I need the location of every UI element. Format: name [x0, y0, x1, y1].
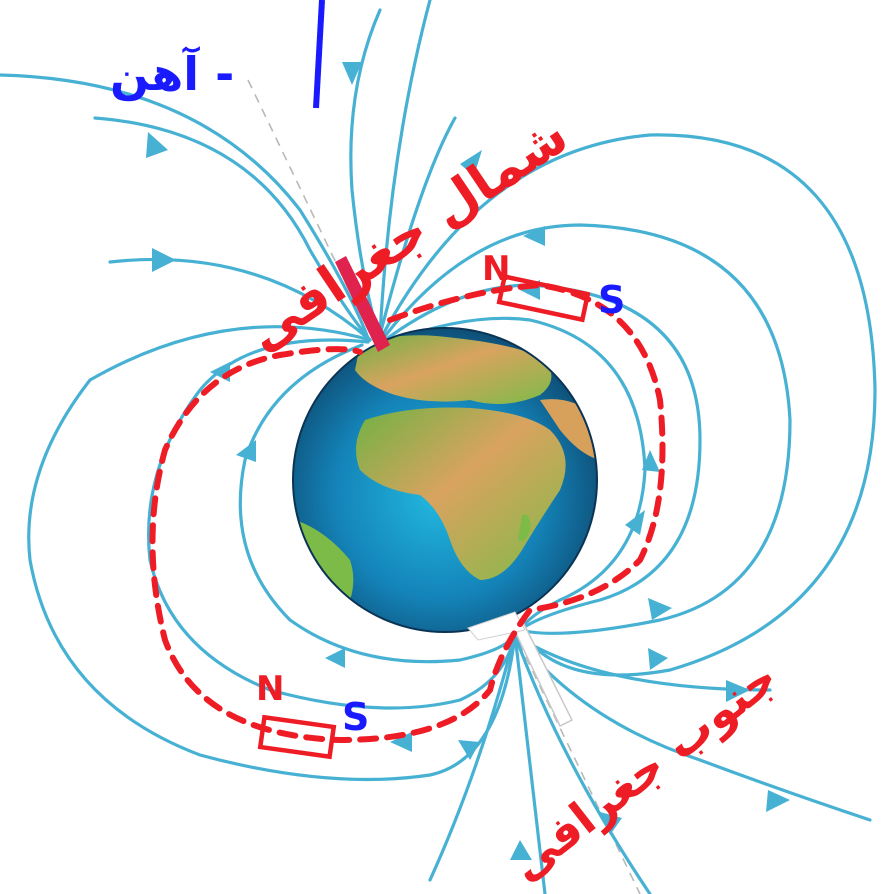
bottom-magnet-n-label: N	[256, 669, 284, 709]
arrowhead	[390, 732, 412, 752]
arrowhead	[648, 648, 668, 670]
red-dashed-field-loop	[149, 281, 666, 744]
field-line	[93, 116, 372, 342]
arrowhead	[236, 440, 256, 462]
field-line	[27, 325, 517, 782]
arrowhead	[146, 132, 168, 158]
arrowhead	[766, 790, 790, 812]
field-line	[238, 343, 517, 664]
arrowhead	[152, 248, 176, 272]
arrowhead	[458, 740, 480, 760]
south-pole-cap	[467, 611, 526, 641]
north-pole-needle	[335, 256, 390, 352]
arrowhead	[726, 680, 750, 702]
continent-africa	[356, 407, 566, 580]
island-madagascar	[518, 514, 531, 542]
field-line	[513, 633, 872, 822]
top-magnet-s-label: S	[598, 278, 625, 322]
field-line	[428, 633, 517, 882]
bottom-compass-magnet	[257, 714, 337, 760]
field-line	[108, 257, 372, 342]
arrowhead	[325, 648, 345, 668]
arrowhead	[510, 840, 532, 860]
field-line	[380, 223, 792, 635]
field-line	[378, 133, 877, 677]
earth-globe	[292, 327, 598, 633]
arrowhead	[523, 226, 545, 246]
continent-europe	[355, 335, 552, 404]
arrowhead	[648, 598, 672, 620]
arrowhead	[642, 450, 660, 472]
bottom-magnet-s-label: S	[342, 695, 369, 739]
blue-vertical-stroke	[313, 0, 325, 109]
field-line	[0, 73, 370, 340]
field-line	[349, 8, 382, 337]
field-line	[378, 116, 457, 337]
field-line	[378, 0, 432, 337]
field-line	[388, 316, 647, 632]
field-line	[513, 633, 652, 894]
arrowhead	[460, 150, 482, 176]
arrowhead	[342, 62, 362, 85]
field-line	[513, 633, 547, 894]
arrowhead	[600, 812, 622, 835]
arrowhead	[625, 510, 645, 535]
top-magnet-n-label: N	[482, 249, 510, 289]
top-compass-magnet	[496, 273, 591, 323]
magnet-word-label: آهن -	[110, 46, 234, 101]
